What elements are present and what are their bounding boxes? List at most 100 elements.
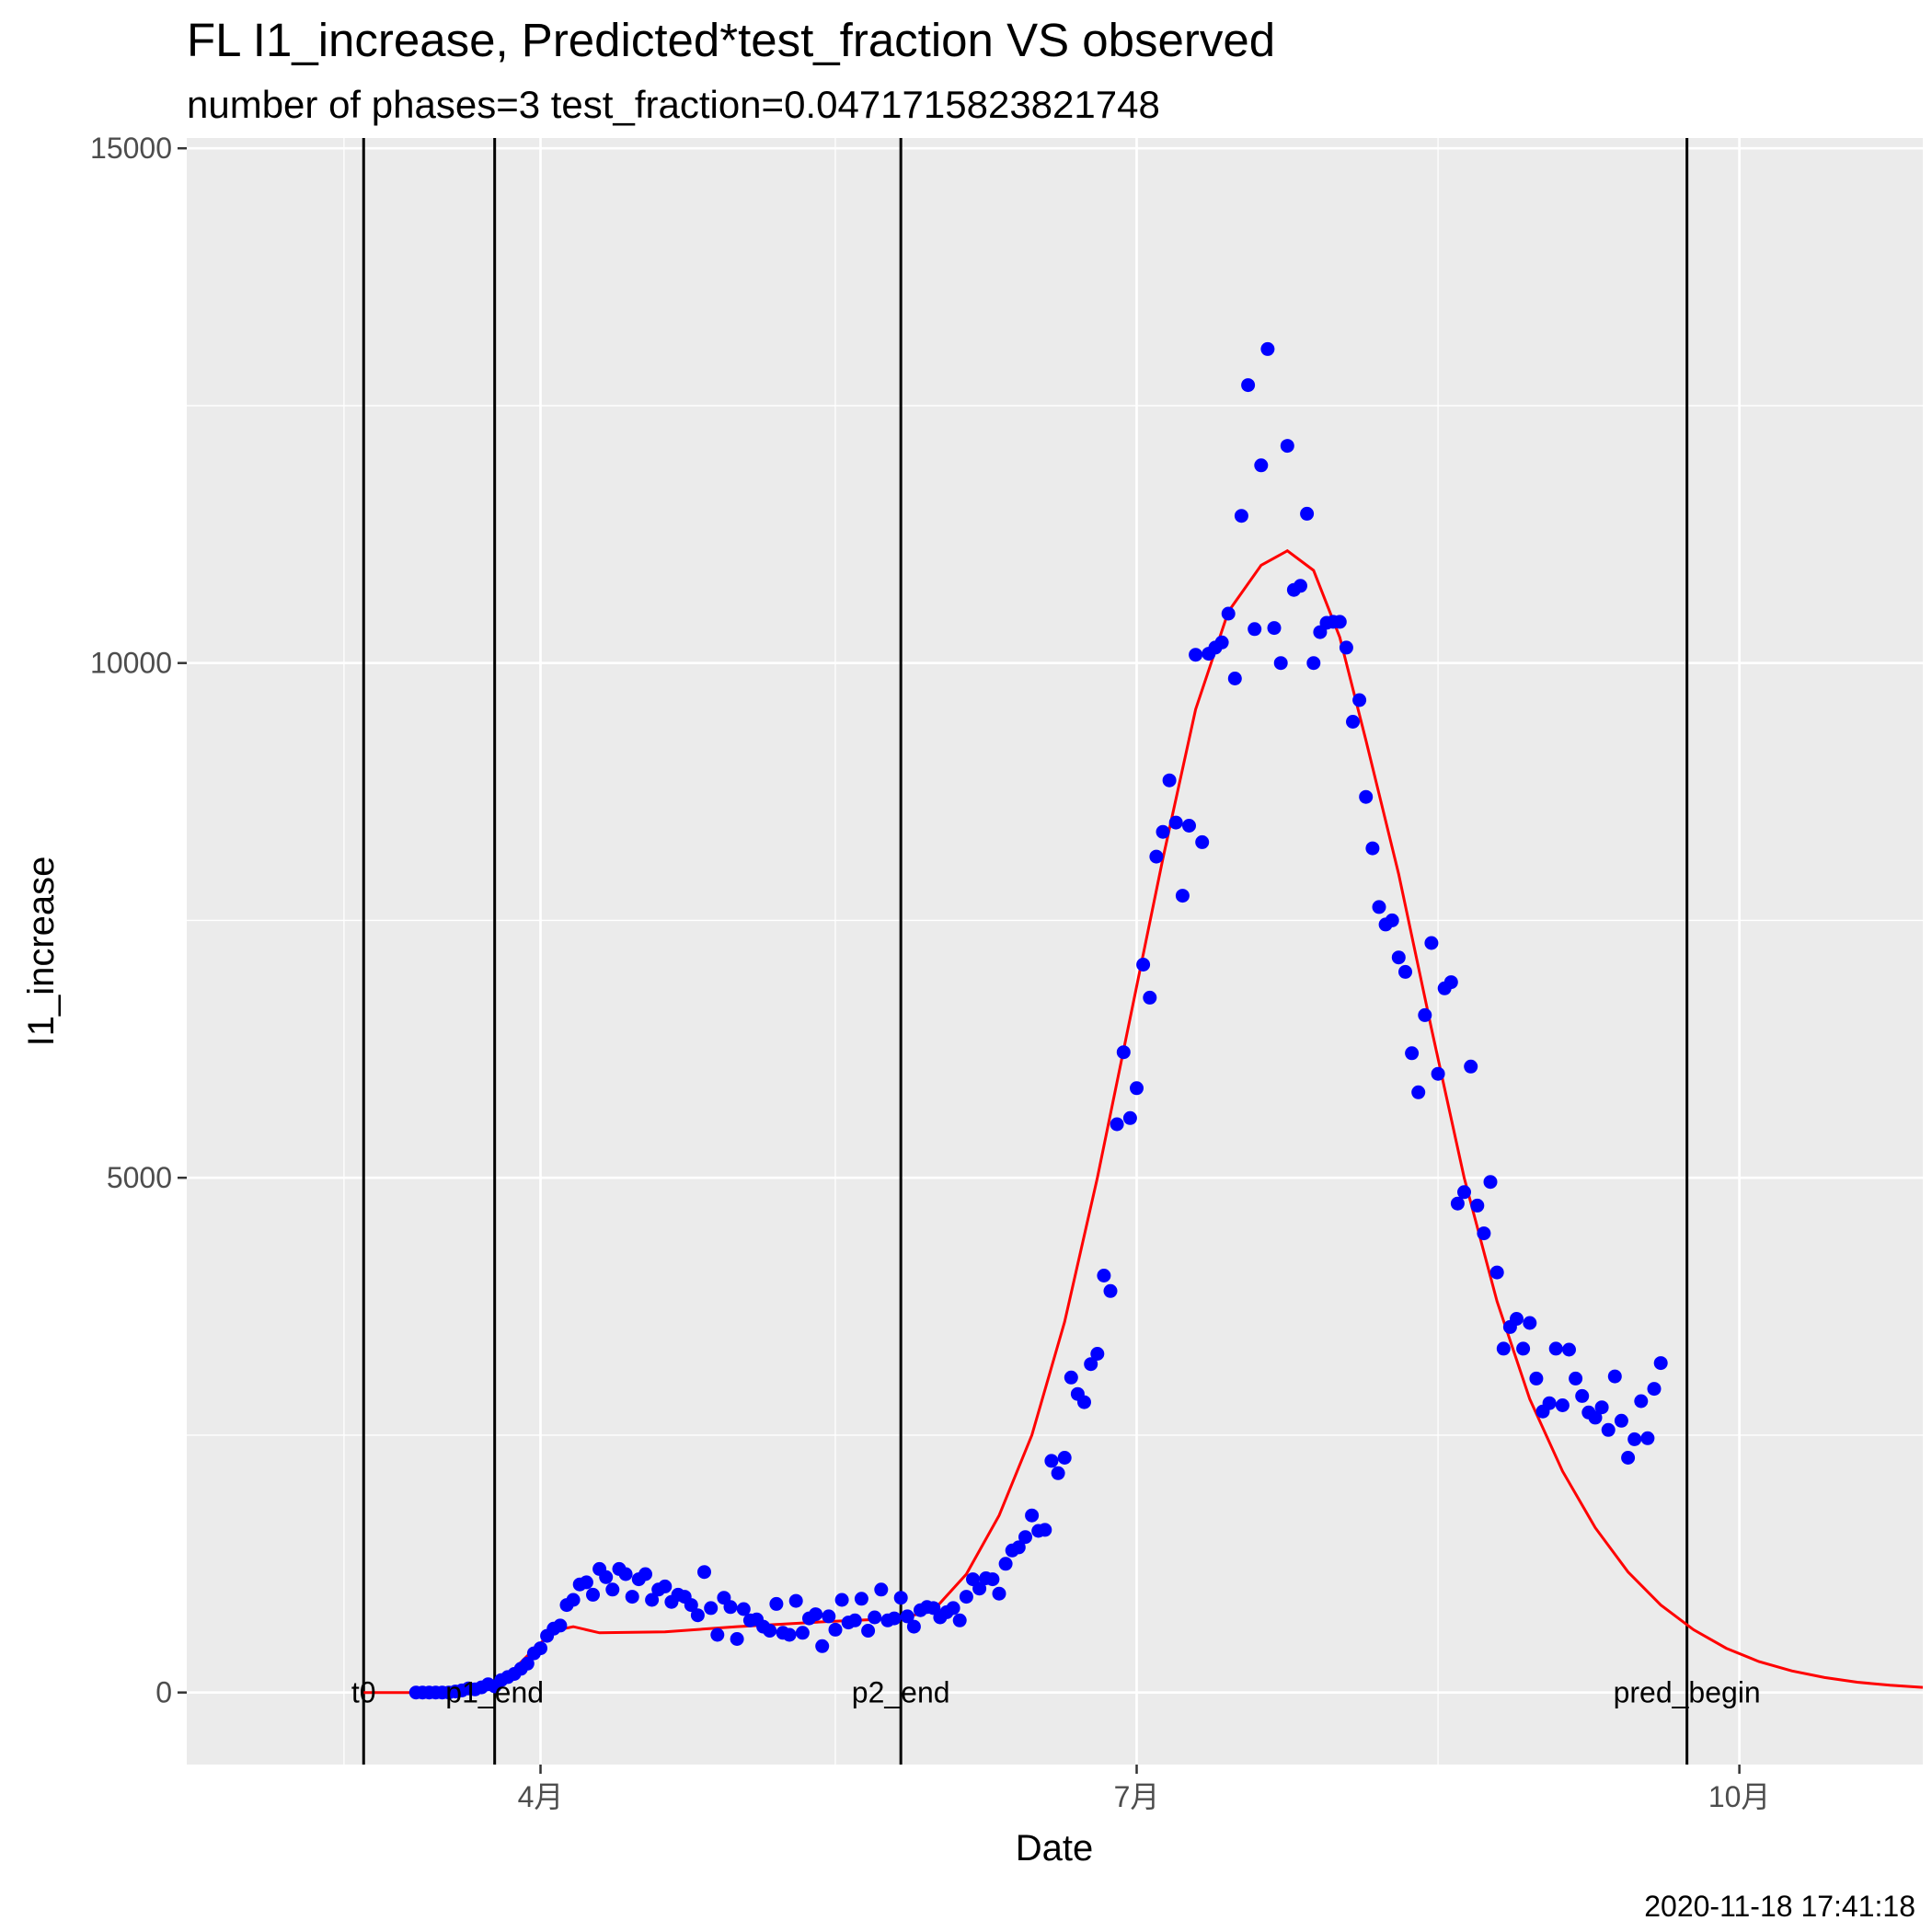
observed-point: [1647, 1382, 1662, 1397]
observed-point: [1300, 506, 1315, 521]
observed-point: [1122, 1110, 1137, 1125]
observed-point: [1634, 1394, 1649, 1409]
observed-point: [1431, 1066, 1445, 1081]
observed-point: [1529, 1371, 1544, 1386]
observed-point: [1339, 640, 1353, 655]
observed-point: [1051, 1466, 1065, 1480]
observed-point: [1038, 1523, 1052, 1537]
observed-point: [730, 1632, 744, 1646]
observed-point: [985, 1572, 1000, 1587]
x-tick-label: 10月: [1708, 1780, 1771, 1813]
observed-point: [906, 1619, 921, 1634]
observed-point: [847, 1613, 862, 1627]
observed-point: [788, 1593, 803, 1608]
observed-point: [1411, 1085, 1426, 1099]
observed-point: [618, 1567, 633, 1581]
observed-point: [1607, 1369, 1622, 1384]
observed-point: [697, 1565, 711, 1580]
observed-point: [1398, 964, 1412, 979]
x-axis-title: Date: [1016, 1828, 1094, 1869]
observed-point: [1097, 1269, 1111, 1282]
observed-point: [684, 1598, 698, 1613]
observed-point: [1110, 1117, 1124, 1132]
observed-point: [1510, 1312, 1524, 1326]
axes: 0 5000 10000 15000 4月 7月 10月: [90, 132, 1770, 1813]
observed-point: [1640, 1431, 1655, 1445]
observed-point: [1627, 1432, 1642, 1446]
observed-point: [1352, 693, 1367, 707]
chart-title: FL I1_increase, Predicted*test_fraction …: [187, 14, 1276, 66]
observed-point: [782, 1627, 797, 1642]
y-tick-label: 5000: [107, 1161, 172, 1194]
observed-point: [1621, 1451, 1636, 1465]
observed-point: [1103, 1283, 1118, 1298]
observed-point: [1391, 950, 1406, 965]
phase-marker-label: p2_end: [852, 1676, 950, 1709]
observed-point: [1464, 1059, 1478, 1074]
observed-point: [1280, 439, 1294, 454]
observed-point: [1496, 1341, 1511, 1356]
observed-point: [1084, 1357, 1098, 1372]
observed-point: [868, 1610, 882, 1625]
x-tick-label: 7月: [1114, 1780, 1160, 1813]
observed-point: [586, 1587, 600, 1602]
observed-point: [1189, 648, 1203, 662]
chart-subtitle: number of phases=3 test_fraction=0.04717…: [187, 83, 1160, 126]
observed-point: [1294, 579, 1307, 593]
observed-point: [1136, 958, 1151, 972]
y-axis-title: I1_increase: [21, 857, 62, 1047]
observed-point: [1306, 656, 1321, 671]
observed-point: [1477, 1226, 1491, 1241]
observed-point: [763, 1624, 777, 1638]
observed-point: [1385, 913, 1399, 927]
observed-point: [1149, 849, 1164, 864]
data-series: [363, 341, 1924, 1700]
observed-point: [1346, 715, 1360, 729]
observed-point: [769, 1596, 784, 1611]
observed-point: [579, 1575, 593, 1590]
observed-point: [1614, 1413, 1628, 1428]
observed-point: [645, 1593, 660, 1607]
observed-point: [1011, 1540, 1026, 1555]
observed-point: [1569, 1371, 1583, 1386]
observed-point: [1090, 1347, 1105, 1361]
observed-point: [1018, 1530, 1032, 1545]
observed-point: [1450, 1196, 1465, 1211]
y-tick-label: 15000: [90, 132, 172, 165]
observed-point: [1548, 1341, 1563, 1356]
observed-point: [1443, 975, 1458, 990]
observed-point: [638, 1567, 652, 1581]
observed-point: [520, 1656, 535, 1671]
observed-point: [992, 1586, 1006, 1601]
observed-point: [834, 1593, 849, 1607]
observed-point: [874, 1582, 889, 1597]
observed-point: [736, 1602, 751, 1616]
observed-point: [1516, 1341, 1531, 1356]
observed-point: [1248, 622, 1262, 637]
observed-point: [1168, 815, 1183, 830]
observed-point: [1601, 1422, 1616, 1437]
observed-point: [1365, 841, 1380, 856]
observed-point: [1594, 1400, 1609, 1415]
observed-point: [1156, 824, 1170, 839]
observed-point: [815, 1639, 830, 1653]
observed-point: [1575, 1388, 1590, 1403]
observed-point: [946, 1601, 960, 1616]
observed-point: [887, 1611, 902, 1626]
observed-point: [1254, 458, 1269, 473]
observed-point: [1234, 509, 1248, 523]
observed-point: [1057, 1451, 1072, 1465]
observed-point: [1195, 834, 1210, 849]
observed-point: [1457, 1185, 1471, 1200]
observed-point: [1162, 773, 1177, 788]
observed-point: [900, 1609, 914, 1624]
y-tick-label: 10000: [90, 647, 172, 680]
observed-point: [553, 1618, 568, 1633]
observed-point: [795, 1626, 810, 1640]
observed-point: [1273, 656, 1288, 671]
observed-point: [1653, 1356, 1668, 1371]
observed-point: [1562, 1342, 1576, 1357]
observed-point: [952, 1613, 967, 1627]
observed-point: [1332, 615, 1347, 629]
